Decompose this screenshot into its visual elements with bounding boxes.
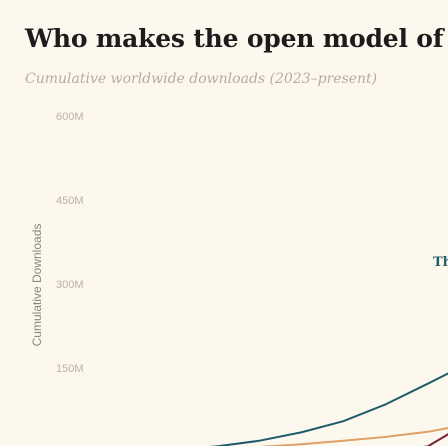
y-tick-label: 150M <box>56 363 84 375</box>
series-lines <box>209 372 448 446</box>
y-axis-label: Cumulative Downloads <box>30 224 44 347</box>
y-tick-label: 600M <box>56 111 84 123</box>
y-axis-ticks: 600M 450M 300M 150M <box>56 111 84 375</box>
series-labels: Th <box>433 255 448 270</box>
y-tick-label: 450M <box>56 195 84 207</box>
y-tick-label: 300M <box>56 279 84 291</box>
chart-subtitle: Cumulative worldwide downloads (2023–pre… <box>25 71 378 87</box>
series-label-1: Th <box>433 255 448 270</box>
series-line-1 <box>209 372 448 446</box>
series-line-3 <box>422 433 448 446</box>
series-line-2 <box>258 427 448 446</box>
chart-title: Who makes the open model of choic <box>25 24 448 53</box>
